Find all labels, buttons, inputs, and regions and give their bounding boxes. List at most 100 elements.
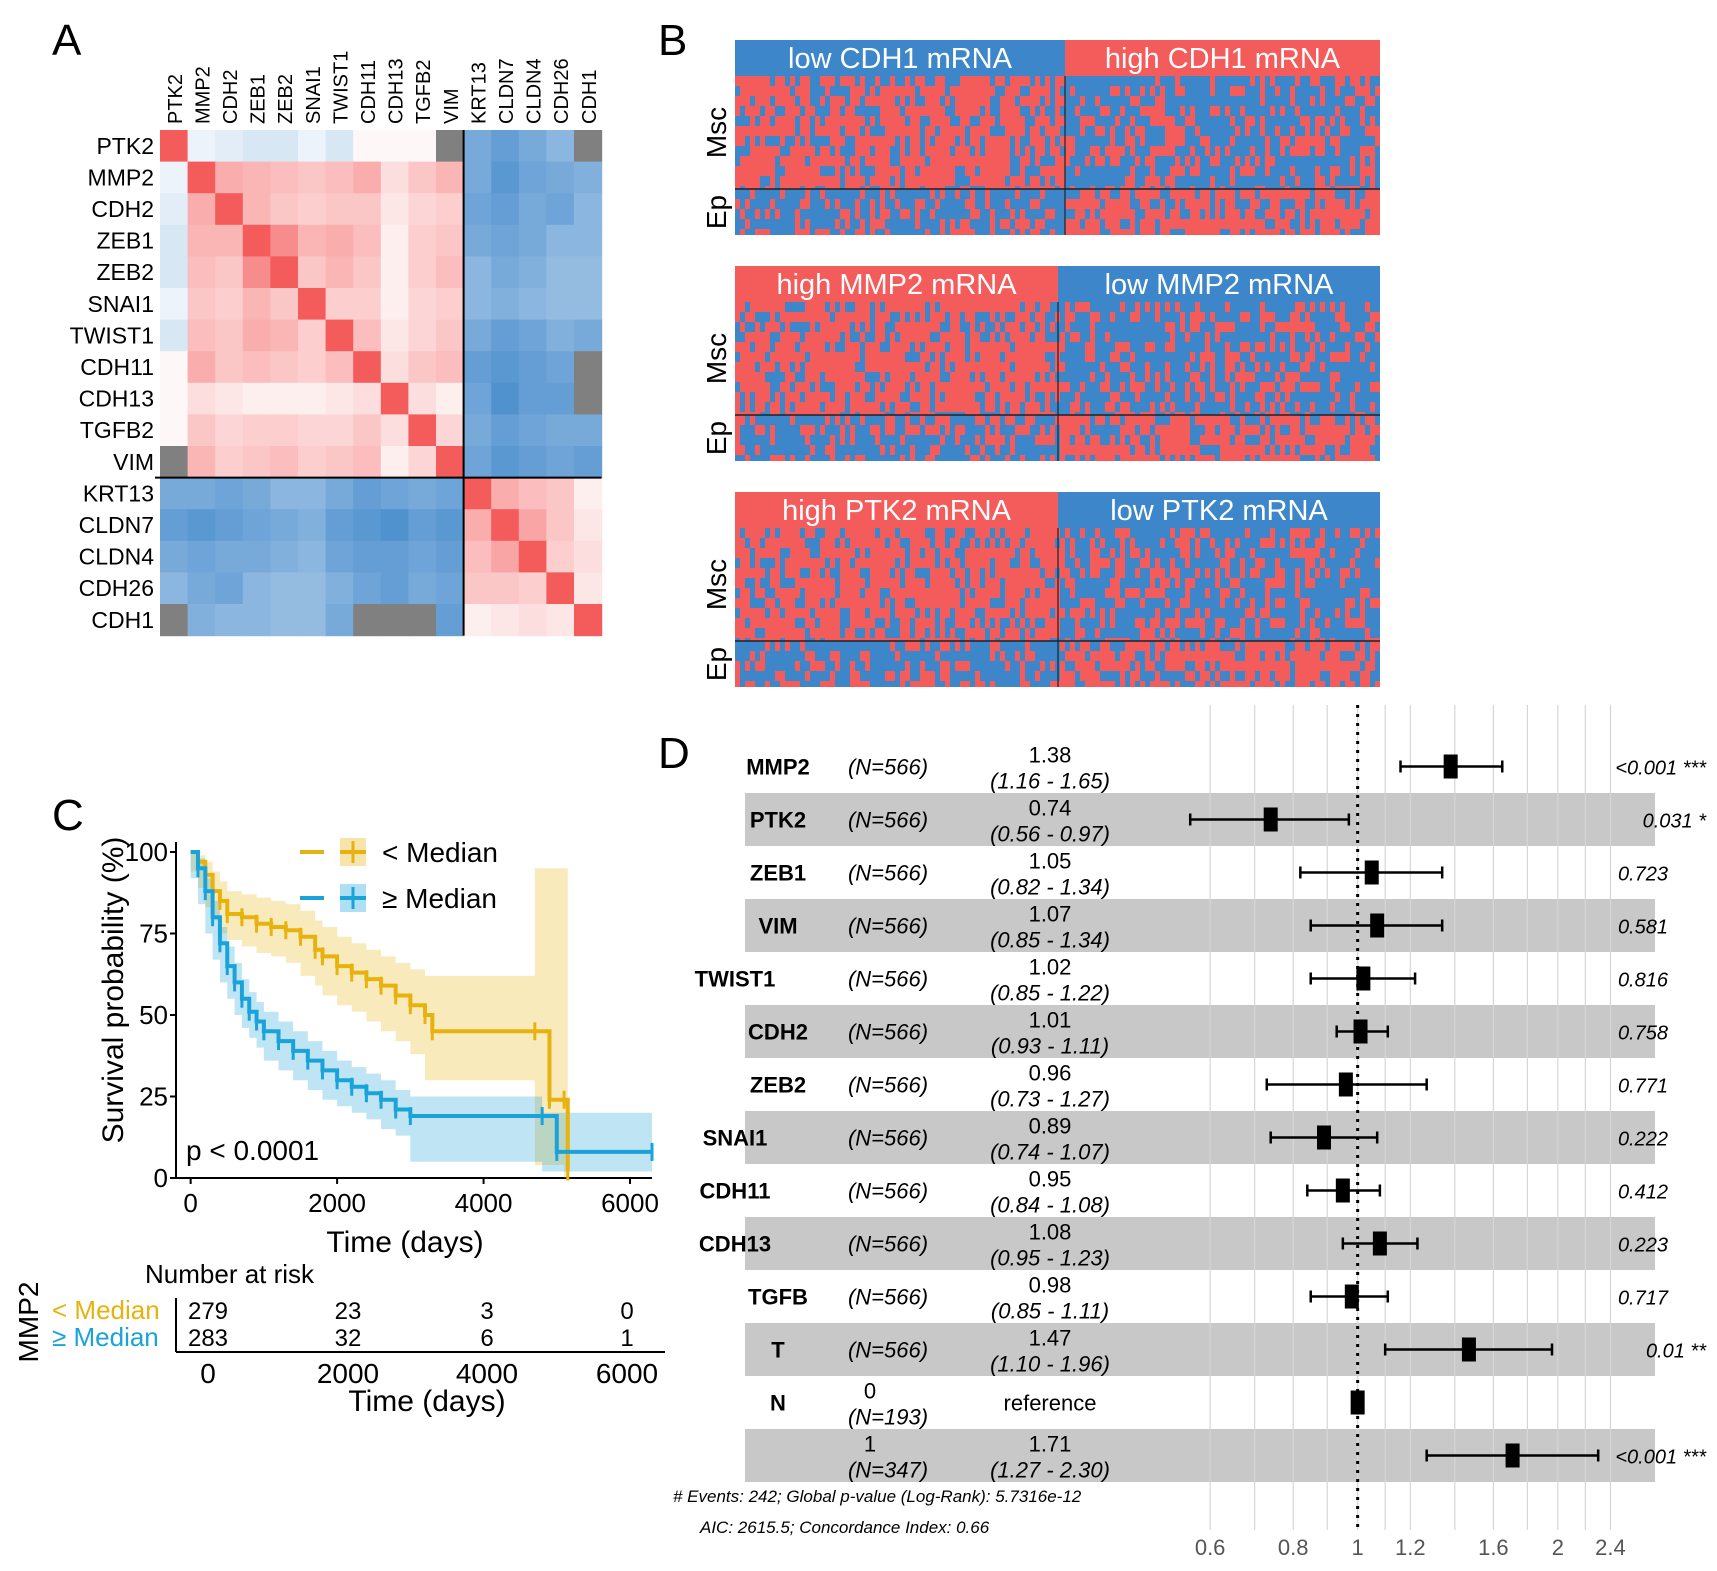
heatmap-stripe bbox=[850, 435, 855, 445]
heatmap-stripe bbox=[870, 106, 875, 116]
heatmap-cell bbox=[408, 414, 437, 447]
heatmap-stripe bbox=[945, 445, 950, 455]
heatmap-stripe bbox=[1300, 425, 1305, 435]
heatmap-stripe bbox=[750, 402, 755, 412]
heatmap-stripe bbox=[1305, 146, 1310, 156]
heatmap-stripe bbox=[1045, 312, 1050, 322]
heatmap-stripe bbox=[1305, 425, 1310, 435]
heatmap-stripe bbox=[1015, 219, 1020, 229]
heatmap-stripe bbox=[1320, 116, 1325, 126]
heatmap-stripe bbox=[1225, 362, 1230, 372]
heatmap-stripe bbox=[865, 199, 870, 209]
heatmap-stripe bbox=[980, 116, 985, 126]
heatmap-stripe bbox=[1340, 146, 1345, 156]
heatmap-stripe bbox=[1080, 136, 1085, 146]
heatmap-stripe bbox=[1280, 146, 1285, 156]
heatmap-stripe bbox=[1250, 186, 1255, 189]
heatmap-stripe bbox=[820, 312, 825, 322]
heatmap-stripe bbox=[995, 332, 1000, 342]
heatmap-stripe bbox=[1265, 445, 1270, 455]
heatmap-stripe bbox=[815, 86, 820, 96]
heatmap-stripe bbox=[890, 412, 895, 415]
heatmap-stripe bbox=[1360, 412, 1365, 415]
heatmap-stripe bbox=[940, 166, 945, 176]
heatmap-stripe bbox=[1115, 156, 1120, 166]
heatmap-stripe bbox=[825, 116, 830, 126]
heatmap-stripe bbox=[1285, 86, 1290, 96]
heatmap-stripe bbox=[1095, 445, 1100, 455]
heatmap-stripe bbox=[1270, 186, 1275, 189]
heatmap-stripe bbox=[950, 186, 955, 189]
heatmap-stripe bbox=[1120, 425, 1125, 435]
heatmap-stripe bbox=[875, 86, 880, 96]
heatmap-stripe bbox=[1240, 412, 1245, 415]
heatmap-stripe bbox=[970, 229, 975, 235]
heatmap-stripe bbox=[1375, 362, 1380, 372]
heatmap-stripe bbox=[1105, 425, 1110, 435]
heatmap-stripe bbox=[1075, 342, 1080, 352]
heatmap-stripe bbox=[960, 412, 965, 415]
heatmap-stripe bbox=[915, 176, 920, 186]
heatmap-stripe bbox=[1035, 219, 1040, 229]
heatmap-stripe bbox=[905, 302, 910, 312]
heatmap-cell bbox=[353, 446, 382, 479]
heatmap-stripe bbox=[760, 116, 765, 126]
heatmap-stripe bbox=[870, 136, 875, 146]
heatmap-stripe bbox=[1000, 322, 1005, 332]
heatmap-stripe bbox=[1070, 86, 1075, 96]
heatmap-stripe bbox=[1155, 312, 1160, 322]
heatmap-stripe bbox=[1100, 106, 1105, 116]
heatmap-stripe bbox=[825, 219, 830, 229]
heatmap-stripe bbox=[1170, 186, 1175, 189]
heatmap-cell bbox=[546, 161, 575, 194]
heatmap-stripe bbox=[950, 302, 955, 312]
heatmap-stripe bbox=[970, 312, 975, 322]
heatmap-cell bbox=[518, 351, 547, 384]
heatmap-stripe bbox=[935, 332, 940, 342]
heatmap-stripe bbox=[1065, 146, 1070, 156]
heatmap-cell bbox=[380, 604, 409, 637]
heatmap-stripe bbox=[805, 362, 810, 372]
heatmap-stripe bbox=[995, 126, 1000, 136]
heatmap-stripe bbox=[745, 558, 750, 568]
heatmap-stripe bbox=[795, 568, 800, 578]
heatmap-stripe bbox=[1070, 186, 1075, 189]
heatmap-stripe bbox=[1025, 76, 1030, 86]
heatmap-stripe bbox=[795, 548, 800, 558]
heatmap-stripe bbox=[1335, 199, 1340, 209]
heatmap-stripe bbox=[745, 302, 750, 312]
heatmap-stripe bbox=[1355, 322, 1360, 332]
heatmap-stripe bbox=[865, 136, 870, 146]
heatmap-stripe bbox=[820, 415, 825, 425]
heatmap-stripe bbox=[900, 156, 905, 166]
heatmap-stripe bbox=[1050, 435, 1055, 445]
heatmap-stripe bbox=[1105, 126, 1110, 136]
heatmap-stripe bbox=[1235, 392, 1240, 402]
heatmap-stripe bbox=[915, 219, 920, 229]
heatmap-stripe bbox=[1135, 209, 1140, 219]
heatmap-stripe bbox=[890, 312, 895, 322]
heatmap-stripe bbox=[965, 176, 970, 186]
heatmap-stripe bbox=[1095, 415, 1100, 425]
heatmap-stripe bbox=[1050, 76, 1055, 86]
heatmap-stripe bbox=[980, 166, 985, 176]
heatmap-stripe bbox=[880, 76, 885, 86]
heatmap-stripe bbox=[1205, 332, 1210, 342]
heatmap-stripe bbox=[970, 209, 975, 219]
heatmap-stripe bbox=[1290, 342, 1295, 352]
heatmap-stripe bbox=[1025, 146, 1030, 156]
heatmap-stripe bbox=[1125, 382, 1130, 392]
heatmap-stripe bbox=[1030, 402, 1035, 412]
heatmap-stripe bbox=[975, 302, 980, 312]
heatmap-stripe bbox=[1365, 229, 1370, 235]
heatmap-stripe bbox=[1120, 302, 1125, 312]
heatmap-stripe bbox=[765, 628, 770, 638]
heatmap-stripe bbox=[1125, 126, 1130, 136]
heatmap-col-label: PTK2 bbox=[165, 74, 187, 124]
heatmap-stripe bbox=[1065, 96, 1070, 106]
heatmap-stripe bbox=[885, 412, 890, 415]
heatmap-stripe bbox=[885, 322, 890, 332]
heatmap-stripe bbox=[1290, 392, 1295, 402]
heatmap-stripe bbox=[1305, 156, 1310, 166]
heatmap-stripe bbox=[1200, 156, 1205, 166]
